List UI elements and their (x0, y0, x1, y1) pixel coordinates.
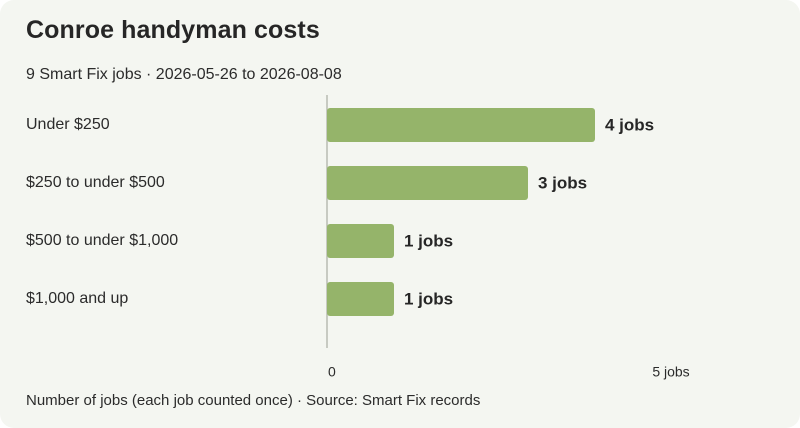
bar (327, 224, 394, 258)
bar (327, 166, 528, 200)
chart-subtitle: 9 Smart Fix jobs · 2026-05-26 to 2026-08… (26, 66, 342, 83)
bar (327, 282, 394, 316)
category-label: $250 to under $500 (26, 174, 165, 191)
chart-title: Conroe handyman costs (26, 16, 320, 44)
category-label: Under $250 (26, 116, 110, 133)
chart-footer-note: Number of jobs (each job counted once) ·… (26, 392, 481, 409)
bar-value-label: 1 jobs (404, 231, 453, 250)
bar (327, 108, 595, 142)
x-tick-label: 0 (328, 364, 336, 380)
bar-value-label: 4 jobs (605, 115, 654, 134)
category-label: $1,000 and up (26, 290, 128, 307)
bar-value-label: 1 jobs (404, 289, 453, 308)
x-tick-label: 5 jobs (652, 364, 689, 380)
bar-value-label: 3 jobs (538, 173, 587, 192)
category-label: $500 to under $1,000 (26, 232, 178, 249)
